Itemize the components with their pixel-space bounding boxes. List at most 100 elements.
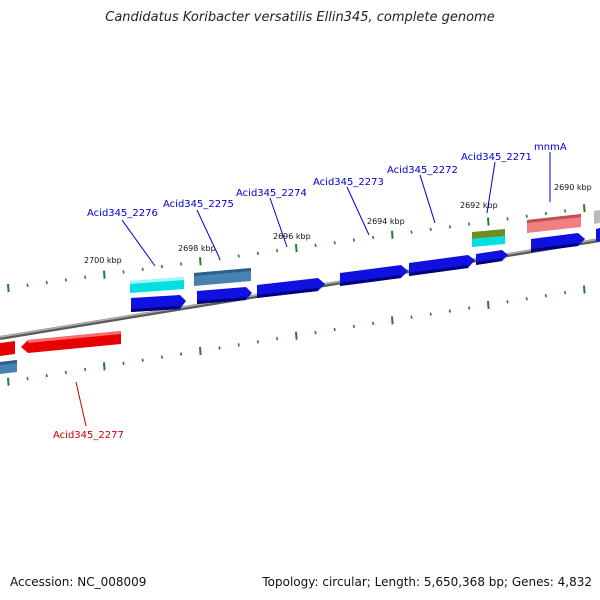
minor-tick (333, 327, 336, 332)
position-label: 2694 kbp (367, 217, 405, 226)
minor-tick (218, 257, 221, 261)
minor-tick (256, 340, 259, 344)
cds-2271 (476, 250, 508, 265)
minor-tick (64, 278, 67, 282)
minor-tick (352, 324, 355, 329)
minor-tick (410, 315, 413, 319)
minor-tick (276, 337, 279, 341)
minor-tick (276, 249, 279, 253)
minor-tick (64, 370, 67, 375)
label-leaders (121, 152, 551, 267)
gene-label: Acid345_2273 (313, 177, 384, 188)
minor-tick (468, 222, 471, 226)
cds-2276 (131, 295, 186, 312)
feature-2276-outer (130, 277, 184, 293)
minor-tick (218, 346, 221, 350)
accession-text: Accession: NC_008009 (10, 575, 147, 589)
major-tick (103, 270, 106, 279)
position-label: 2692 kbp (460, 201, 498, 210)
minor-tick (141, 358, 144, 362)
feature-2275-outer (194, 268, 251, 286)
gene-label: Acid345_2275 (163, 199, 234, 210)
position-label: 2690 kbp (554, 183, 592, 192)
minor-tick (160, 264, 163, 269)
major-tick (295, 331, 298, 340)
position-label: 2698 kbp (178, 244, 216, 253)
minor-tick (448, 225, 451, 229)
minor-tick (237, 343, 240, 347)
minor-tick (180, 262, 183, 266)
gene-label: Acid345_2277 (53, 430, 124, 441)
cds-edge (596, 228, 600, 242)
minor-tick (544, 211, 547, 216)
minor-tick (468, 306, 471, 310)
minor-tick (122, 270, 125, 274)
minor-tick (26, 376, 29, 381)
genome-stats-text: Topology: circular; Length: 5,650,368 bp… (262, 575, 592, 589)
cds-2274 (257, 278, 325, 298)
gene-label: Acid345_2272 (387, 165, 458, 176)
inner-tick-ring (7, 285, 586, 386)
minor-tick (314, 330, 317, 335)
minor-tick (160, 355, 163, 359)
major-tick (487, 300, 490, 309)
feature-mnmA-outer (527, 214, 581, 233)
gene-label: Acid345_2276 (87, 208, 158, 219)
cds-2273 (340, 265, 408, 286)
minor-tick (45, 373, 48, 378)
minor-tick (122, 361, 125, 365)
major-tick (487, 217, 490, 226)
minor-tick (506, 217, 509, 221)
feature-edge-grey (594, 210, 600, 224)
minor-tick (410, 230, 413, 234)
minor-tick (564, 209, 567, 213)
minor-tick (333, 241, 336, 245)
major-tick (7, 377, 10, 386)
gene-label: mnmA (534, 142, 567, 153)
feature-edge-steel (0, 360, 17, 374)
position-label: 2696 kbp (273, 232, 311, 241)
feature-2271-outer (472, 229, 505, 247)
major-tick (583, 285, 586, 294)
minor-tick (314, 243, 317, 248)
minor-tick (372, 235, 375, 240)
major-tick (391, 316, 394, 325)
minor-tick (506, 300, 509, 304)
major-tick (7, 283, 10, 292)
minor-tick (429, 227, 432, 232)
cds-mnmA (531, 233, 585, 252)
major-tick (103, 362, 106, 371)
minor-tick (448, 309, 451, 313)
major-tick (391, 230, 394, 239)
minor-tick (45, 280, 48, 285)
minor-tick (84, 275, 87, 279)
cds-2275 (197, 287, 252, 304)
map-title: Candidatus Koribacter versatilis Ellin34… (105, 10, 495, 25)
minor-tick (26, 283, 29, 287)
major-tick (583, 204, 586, 213)
minor-tick (429, 312, 432, 316)
cds-2277 (21, 331, 121, 353)
minor-tick (352, 238, 355, 242)
label-leader-2277 (75, 381, 87, 427)
minor-tick (256, 251, 259, 256)
gene-label: Acid345_2274 (236, 188, 307, 199)
minor-tick (372, 321, 375, 326)
outer-tick-ring (7, 204, 586, 292)
minor-tick (180, 352, 183, 356)
position-label: 2700 kbp (84, 256, 122, 265)
cds-2272 (409, 255, 475, 276)
minor-tick (84, 367, 87, 372)
major-tick (199, 346, 202, 356)
minor-tick (525, 297, 528, 301)
major-tick (199, 257, 202, 266)
minor-tick (141, 267, 144, 271)
major-tick (295, 243, 298, 253)
minor-tick (525, 214, 528, 218)
minor-tick (237, 254, 240, 258)
gene-label: Acid345_2271 (461, 152, 532, 163)
minor-tick (544, 294, 547, 298)
cds-edge-red (0, 341, 15, 356)
minor-tick (564, 290, 567, 295)
